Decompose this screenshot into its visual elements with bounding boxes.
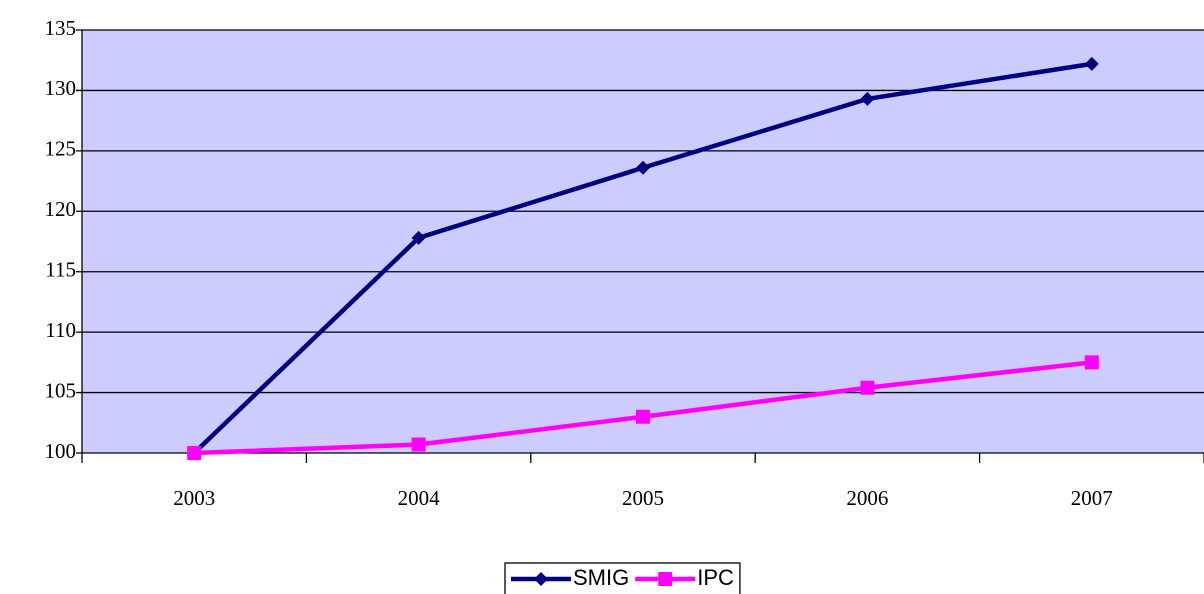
marker (187, 446, 202, 460)
y-tick-label: 105 (45, 378, 77, 402)
x-tick-label: 2004 (398, 486, 441, 510)
legend-label: IPC (697, 565, 734, 590)
marker (411, 230, 426, 245)
marker (860, 380, 875, 395)
plot-area (82, 30, 1204, 453)
x-tick-label: 2003 (173, 486, 215, 510)
marker (1084, 56, 1099, 71)
legend: SMIG IPC (504, 562, 741, 594)
y-tick-label: 125 (45, 137, 77, 161)
y-tick-label: 115 (45, 258, 76, 282)
marker (636, 409, 650, 424)
marker (658, 572, 673, 586)
x-tick-label: 2005 (622, 486, 664, 510)
marker (534, 572, 548, 586)
marker (860, 91, 875, 106)
y-tick-label: 120 (45, 197, 77, 221)
legend-label: SMIG (573, 565, 629, 590)
marker (1084, 355, 1099, 370)
y-tick-label: 130 (45, 76, 77, 100)
x-tick-label: 2007 (1071, 486, 1113, 510)
y-tick-label: 135 (45, 16, 77, 40)
y-tick-label: 100 (45, 439, 77, 463)
marker (411, 437, 426, 452)
marker (636, 160, 650, 175)
x-tick-label: 2006 (846, 486, 888, 510)
y-tick-label: 110 (45, 318, 76, 342)
